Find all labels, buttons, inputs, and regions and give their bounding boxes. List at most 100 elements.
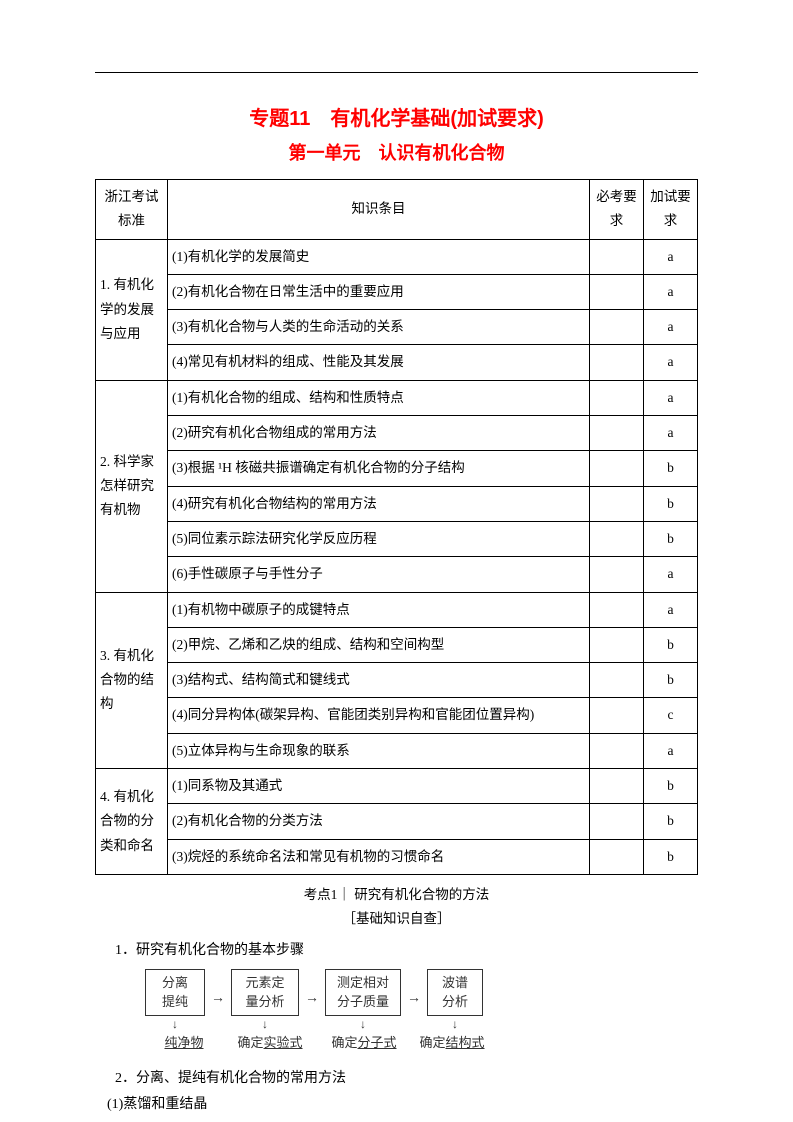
flow-label: 确定分子式 [317, 1032, 411, 1051]
th-standard: 浙江考试标准 [96, 180, 168, 240]
flow-label: 确定实验式 [227, 1032, 313, 1051]
table-row: (2)研究有机化合物组成的常用方法 a [96, 416, 698, 451]
must-cell [590, 521, 644, 556]
table-row: (4)同分异构体(碳架异构、官能团类别异构和官能团位置异构) c [96, 698, 698, 733]
th-opt: 加试要求 [644, 180, 698, 240]
item-cell: (3)根据 ¹H 核磁共振谱确定有机化合物的分子结构 [168, 451, 590, 486]
topic-cell: 3. 有机化合物的结构 [96, 592, 168, 768]
item-cell: (2)有机化合物的分类方法 [168, 804, 590, 839]
must-cell [590, 804, 644, 839]
item-cell: (4)同分异构体(碳架异构、官能团类别异构和官能团位置异构) [168, 698, 590, 733]
topic-cell: 4. 有机化合物的分类和命名 [96, 769, 168, 875]
flow-box: 元素定量分析 [231, 969, 299, 1016]
opt-cell: b [644, 627, 698, 662]
opt-cell: c [644, 698, 698, 733]
must-cell [590, 345, 644, 380]
must-cell [590, 239, 644, 274]
must-cell [590, 486, 644, 521]
must-cell [590, 698, 644, 733]
down-arrow-icon: ↓ [360, 1018, 366, 1030]
item-cell: (5)同位素示踪法研究化学反应历程 [168, 521, 590, 556]
top-rule [95, 72, 698, 73]
zicha-heading: ［基础知识自查］ [95, 907, 698, 927]
flow-box: 测定相对分子质量 [325, 969, 401, 1016]
table-row: (2)有机化合物在日常生活中的重要应用 a [96, 274, 698, 309]
must-cell [590, 416, 644, 451]
opt-cell: b [644, 769, 698, 804]
opt-cell: a [644, 274, 698, 309]
item-cell: (1)有机物中碳原子的成键特点 [168, 592, 590, 627]
must-cell [590, 733, 644, 768]
opt-cell: a [644, 345, 698, 380]
down-arrow-icon: ↓ [262, 1018, 268, 1030]
flow-label: 纯净物 [145, 1032, 223, 1051]
opt-cell: b [644, 804, 698, 839]
opt-cell: b [644, 839, 698, 874]
opt-cell: a [644, 310, 698, 345]
right-arrow-icon: → [405, 991, 423, 1007]
flow-label: 确定结构式 [415, 1032, 489, 1051]
item-cell: (1)有机化学的发展简史 [168, 239, 590, 274]
must-cell [590, 769, 644, 804]
opt-cell: a [644, 592, 698, 627]
doc-title: 专题11 有机化学基础(加试要求) [95, 102, 698, 131]
table-row: (3)根据 ¹H 核磁共振谱确定有机化合物的分子结构b [96, 451, 698, 486]
item-cell: (1)有机化合物的组成、结构和性质特点 [168, 380, 590, 415]
down-arrow-icon: ↓ [172, 1018, 178, 1030]
th-must: 必考要求 [590, 180, 644, 240]
must-cell [590, 663, 644, 698]
item-cell: (2)有机化合物在日常生活中的重要应用 [168, 274, 590, 309]
opt-cell: a [644, 733, 698, 768]
table-row: (3)有机化合物与人类的生命活动的关系 a [96, 310, 698, 345]
table-row: (6)手性碳原子与手性分子a [96, 557, 698, 592]
topic-cell: 1. 有机化学的发展与应用 [96, 239, 168, 380]
table-row: (3)结构式、结构简式和键线式b [96, 663, 698, 698]
must-cell [590, 451, 644, 486]
opt-cell: b [644, 663, 698, 698]
item-cell: (6)手性碳原子与手性分子 [168, 557, 590, 592]
must-cell [590, 557, 644, 592]
item-cell: (4)常见有机材料的组成、性能及其发展 [168, 345, 590, 380]
topic-cell: 2. 科学家怎样研究有机物 [96, 380, 168, 592]
opt-cell: a [644, 380, 698, 415]
item-cell: (2)研究有机化合物组成的常用方法 [168, 416, 590, 451]
item-cell: (5)立体异构与生命现象的联系 [168, 733, 590, 768]
right-arrow-icon: → [303, 991, 321, 1007]
step-heading-1: 1．研究有机化合物的基本步骤 [115, 939, 698, 959]
opt-cell: b [644, 486, 698, 521]
must-cell [590, 310, 644, 345]
opt-cell: a [644, 239, 698, 274]
table-row: (4)常见有机材料的组成、性能及其发展 a [96, 345, 698, 380]
flow-diagram: 分离提纯↓→元素定量分析↓→测定相对分子质量↓→波谱分析↓ 纯净物确定实验式确定… [145, 969, 698, 1051]
must-cell [590, 592, 644, 627]
must-cell [590, 274, 644, 309]
down-arrow-icon: ↓ [452, 1018, 458, 1030]
item-cell: (3)有机化合物与人类的生命活动的关系 [168, 310, 590, 345]
must-cell [590, 839, 644, 874]
table-row: 4. 有机化合物的分类和命名(1)同系物及其通式b [96, 769, 698, 804]
table-row: (5)同位素示踪法研究化学反应历程 b [96, 521, 698, 556]
must-cell [590, 627, 644, 662]
flow-box: 波谱分析 [427, 969, 483, 1016]
table-row: (2)甲烷、乙烯和乙炔的组成、结构和空间构型 b [96, 627, 698, 662]
opt-cell: a [644, 416, 698, 451]
must-cell [590, 380, 644, 415]
table-row: (2)有机化合物的分类方法 b [96, 804, 698, 839]
item-cell: (4)研究有机化合物结构的常用方法 [168, 486, 590, 521]
step-2-sub1: (1)蒸馏和重结晶 [107, 1093, 698, 1113]
table-row: 2. 科学家怎样研究有机物(1)有机化合物的组成、结构和性质特点a [96, 380, 698, 415]
step-heading-2: 2．分离、提纯有机化合物的常用方法 [115, 1067, 698, 1087]
requirements-table: 浙江考试标准 知识条目 必考要求 加试要求 1. 有机化学的发展与应用(1)有机… [95, 179, 698, 875]
flow-box: 分离提纯 [145, 969, 205, 1016]
table-row: (3)烷烃的系统命名法和常见有机物的习惯命名 b [96, 839, 698, 874]
table-row: 3. 有机化合物的结构(1)有机物中碳原子的成键特点a [96, 592, 698, 627]
table-row: (4)研究有机化合物结构的常用方法 b [96, 486, 698, 521]
item-cell: (2)甲烷、乙烯和乙炔的组成、结构和空间构型 [168, 627, 590, 662]
table-row: (5)立体异构与生命现象的联系 a [96, 733, 698, 768]
item-cell: (1)同系物及其通式 [168, 769, 590, 804]
table-row: 1. 有机化学的发展与应用(1)有机化学的发展简史a [96, 239, 698, 274]
right-arrow-icon: → [209, 991, 227, 1007]
opt-cell: b [644, 521, 698, 556]
item-cell: (3)烷烃的系统命名法和常见有机物的习惯命名 [168, 839, 590, 874]
doc-subtitle: 第一单元 认识有机化合物 [95, 139, 698, 165]
